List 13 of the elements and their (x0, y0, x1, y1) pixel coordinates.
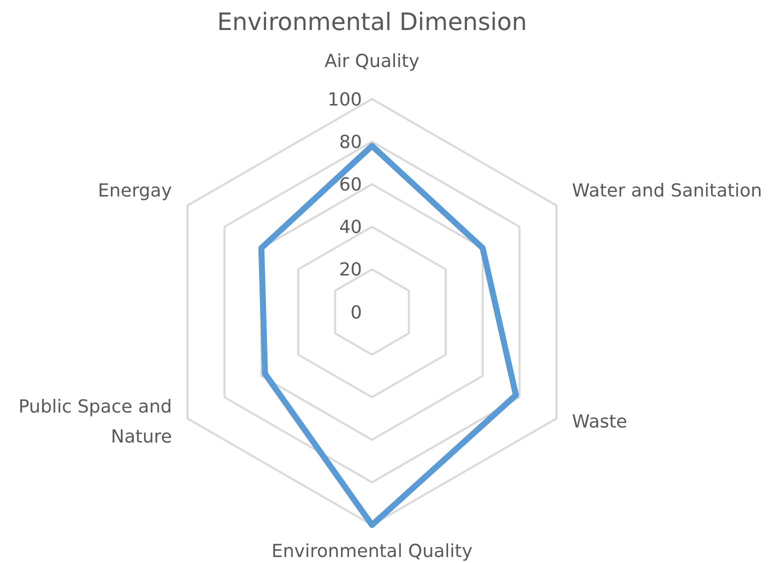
spoke-label: Waste (572, 412, 628, 432)
spoke-label: Water and Sanitation (572, 180, 762, 202)
y-tick-label: 40 (339, 217, 362, 238)
spoke-label: Air Quality (324, 51, 420, 72)
y-tick-label: 100 (328, 89, 362, 110)
y-tick-label: 80 (339, 132, 362, 153)
y-tick-label: 20 (339, 260, 362, 281)
spoke-label: Energay (98, 180, 172, 202)
spoke-label: Public Space and Nature (18, 396, 172, 448)
y-tick-label: 0 (350, 302, 362, 324)
spoke-label: Environmental Quality (271, 541, 473, 562)
y-tick-label: 60 (339, 174, 362, 196)
chart-title: Environmental Dimension (217, 8, 527, 36)
